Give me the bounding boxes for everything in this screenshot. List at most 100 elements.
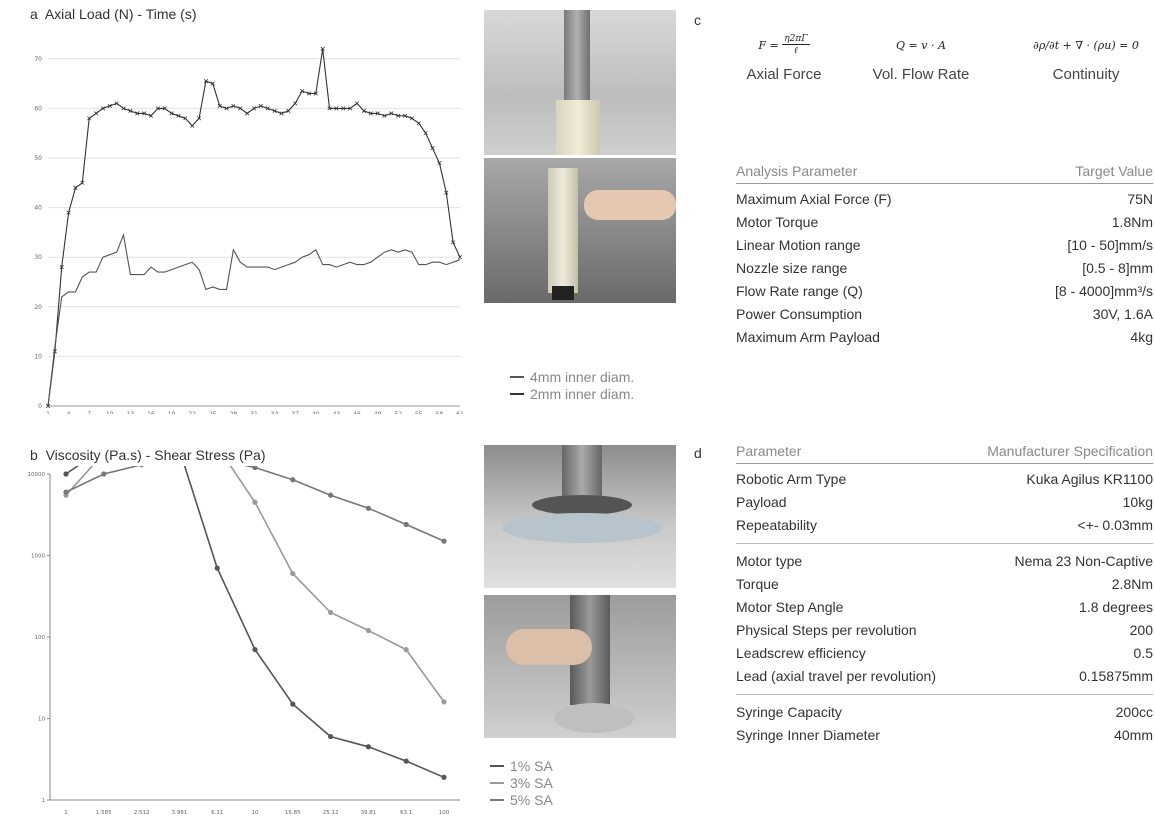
y-tick-label: 1 xyxy=(42,798,46,804)
x-tick-label: 39.81 xyxy=(361,810,377,816)
analysis-parameters-table: Analysis Parameter Target Value Maximum … xyxy=(736,163,1153,349)
data-point xyxy=(245,112,249,116)
x-tick-label: 10 xyxy=(106,411,114,414)
data-point xyxy=(252,500,257,505)
y-tick-label: 10 xyxy=(34,353,42,360)
table-row: Robotic Arm Type Kuka Agilus KR1100 xyxy=(736,468,1153,491)
y-tick-label: 10000 xyxy=(28,472,45,478)
legend-a-item: 2mm inner diam. xyxy=(510,385,634,402)
data-point xyxy=(404,647,409,652)
legend-label: 1% SA xyxy=(510,758,553,774)
legend-label: 2mm inner diam. xyxy=(530,386,634,402)
syringe-plunger-shape xyxy=(564,10,590,105)
table-divider xyxy=(736,543,1153,544)
data-point xyxy=(441,699,446,704)
y-tick-label: 10 xyxy=(38,717,45,723)
y-tick-label: 50 xyxy=(34,155,42,162)
panel-a-title-text: Axial Load (N) - Time (s) xyxy=(45,6,197,22)
data-point xyxy=(290,571,295,576)
data-point xyxy=(190,124,194,128)
table-row: Repeatability <+- 0.03mm xyxy=(736,514,1153,537)
x-tick-label: 61 xyxy=(456,411,464,414)
data-point xyxy=(101,471,106,476)
y-tick-label: 70 xyxy=(34,56,42,63)
panel-b-title: b Viscosity (Pa.s) - Shear Stress (Pa) xyxy=(30,447,266,463)
data-point xyxy=(328,734,333,739)
x-tick-label: 4 xyxy=(67,411,71,414)
x-tick-label: 1 xyxy=(46,411,50,414)
rheometer-base-shape xyxy=(554,703,634,733)
x-tick-label: 58 xyxy=(436,411,444,414)
photo-syringe-top xyxy=(484,10,676,155)
data-point xyxy=(441,539,446,544)
x-tick-label: 63.1 xyxy=(400,810,412,816)
legend-a-item: 4mm inner diam. xyxy=(510,368,634,385)
table-header: Parameter Manufacturer Specification xyxy=(736,443,1153,464)
table-divider xyxy=(736,694,1153,695)
y-tick-label: 100 xyxy=(35,635,46,641)
table-row: Maximum Arm Payload 4kg xyxy=(736,326,1153,349)
series-line xyxy=(48,49,460,406)
syringe-barrel-shape xyxy=(556,100,600,155)
data-point xyxy=(290,477,295,482)
table-row: Syringe Capacity 200cc xyxy=(736,701,1153,724)
x-tick-label: 1.585 xyxy=(96,810,112,816)
panel-d-letter: d xyxy=(694,445,702,461)
viscosity-chart: 1 10 100 1000 10000 1 1.585 2.512 3.981 6.31 10 15.… xyxy=(28,466,468,816)
x-tick-label: 55 xyxy=(415,411,423,414)
x-tick-label: 1 xyxy=(64,810,68,816)
rheometer-plate-shape xyxy=(532,495,632,515)
data-point xyxy=(328,610,333,615)
x-tick-label: 3.981 xyxy=(172,810,188,816)
panel-b-title-text: Viscosity (Pa.s) - Shear Stress (Pa) xyxy=(46,447,266,463)
x-tick-label: 49 xyxy=(374,411,382,414)
legend-swatch xyxy=(490,765,504,767)
legend-label: 5% SA xyxy=(510,792,553,808)
x-tick-label: 10 xyxy=(252,810,259,816)
x-tick-label: 25 xyxy=(209,411,217,414)
x-tick-label: 31 xyxy=(250,411,258,414)
y-tick-label: 60 xyxy=(34,105,42,112)
equation-formula: ∂ρ/∂t + ∇ · (ρu) = 0 xyxy=(1018,28,1154,62)
x-tick-label: 100 xyxy=(439,810,450,816)
data-point xyxy=(417,121,421,125)
photo-syringe-hand xyxy=(484,158,676,303)
data-point xyxy=(139,466,144,467)
table-row: Nozzle size range [0.5 - 8]mm xyxy=(736,257,1153,280)
legend-a: 4mm inner diam. 2mm inner diam. xyxy=(510,368,634,402)
table-header: Analysis Parameter Target Value xyxy=(736,163,1153,184)
data-point xyxy=(404,759,409,764)
x-tick-label: 19 xyxy=(168,411,176,414)
x-tick-label: 34 xyxy=(271,411,279,414)
data-point xyxy=(366,744,371,749)
legend-b-item: 1% SA xyxy=(490,757,553,774)
legend-swatch xyxy=(510,376,524,378)
data-point xyxy=(355,102,359,106)
legend-b-item: 5% SA xyxy=(490,791,553,808)
data-point xyxy=(252,466,257,470)
table-row: Lead (axial travel per revolution) 0.1587… xyxy=(736,665,1153,688)
manufacturer-spec-table: Parameter Manufacturer Specification Rob… xyxy=(736,443,1153,747)
table-row: Motor type Nema 23 Non-Captive xyxy=(736,550,1153,573)
x-tick-label: 52 xyxy=(394,411,402,414)
x-tick-label: 25.12 xyxy=(323,810,339,816)
table-row: Payload 10kg xyxy=(736,491,1153,514)
y-tick-label: 1000 xyxy=(31,554,45,560)
legend-label: 3% SA xyxy=(510,775,553,791)
data-point xyxy=(441,775,446,780)
series-line xyxy=(66,466,444,777)
data-point xyxy=(215,566,220,571)
table-row: Leadscrew efficiency 0.5 xyxy=(736,642,1153,665)
syringe-barrel-shape xyxy=(548,168,578,293)
table-row: Motor Torque 1.8Nm xyxy=(736,211,1153,234)
x-tick-label: 40 xyxy=(312,411,320,414)
equation-formula: F = η2πΓ ℓ xyxy=(728,28,840,62)
x-tick-label: 37 xyxy=(291,411,299,414)
hand-shape xyxy=(584,190,676,220)
equation-continuity: ∂ρ/∂t + ∇ · (ρu) = 0 Continuity xyxy=(1018,28,1154,83)
x-tick-label: 2.512 xyxy=(134,810,150,816)
legend-swatch xyxy=(490,782,504,784)
equation-formula: Q = v · A xyxy=(856,28,986,62)
data-point xyxy=(94,112,98,116)
photo-rheometer-top xyxy=(484,445,676,588)
